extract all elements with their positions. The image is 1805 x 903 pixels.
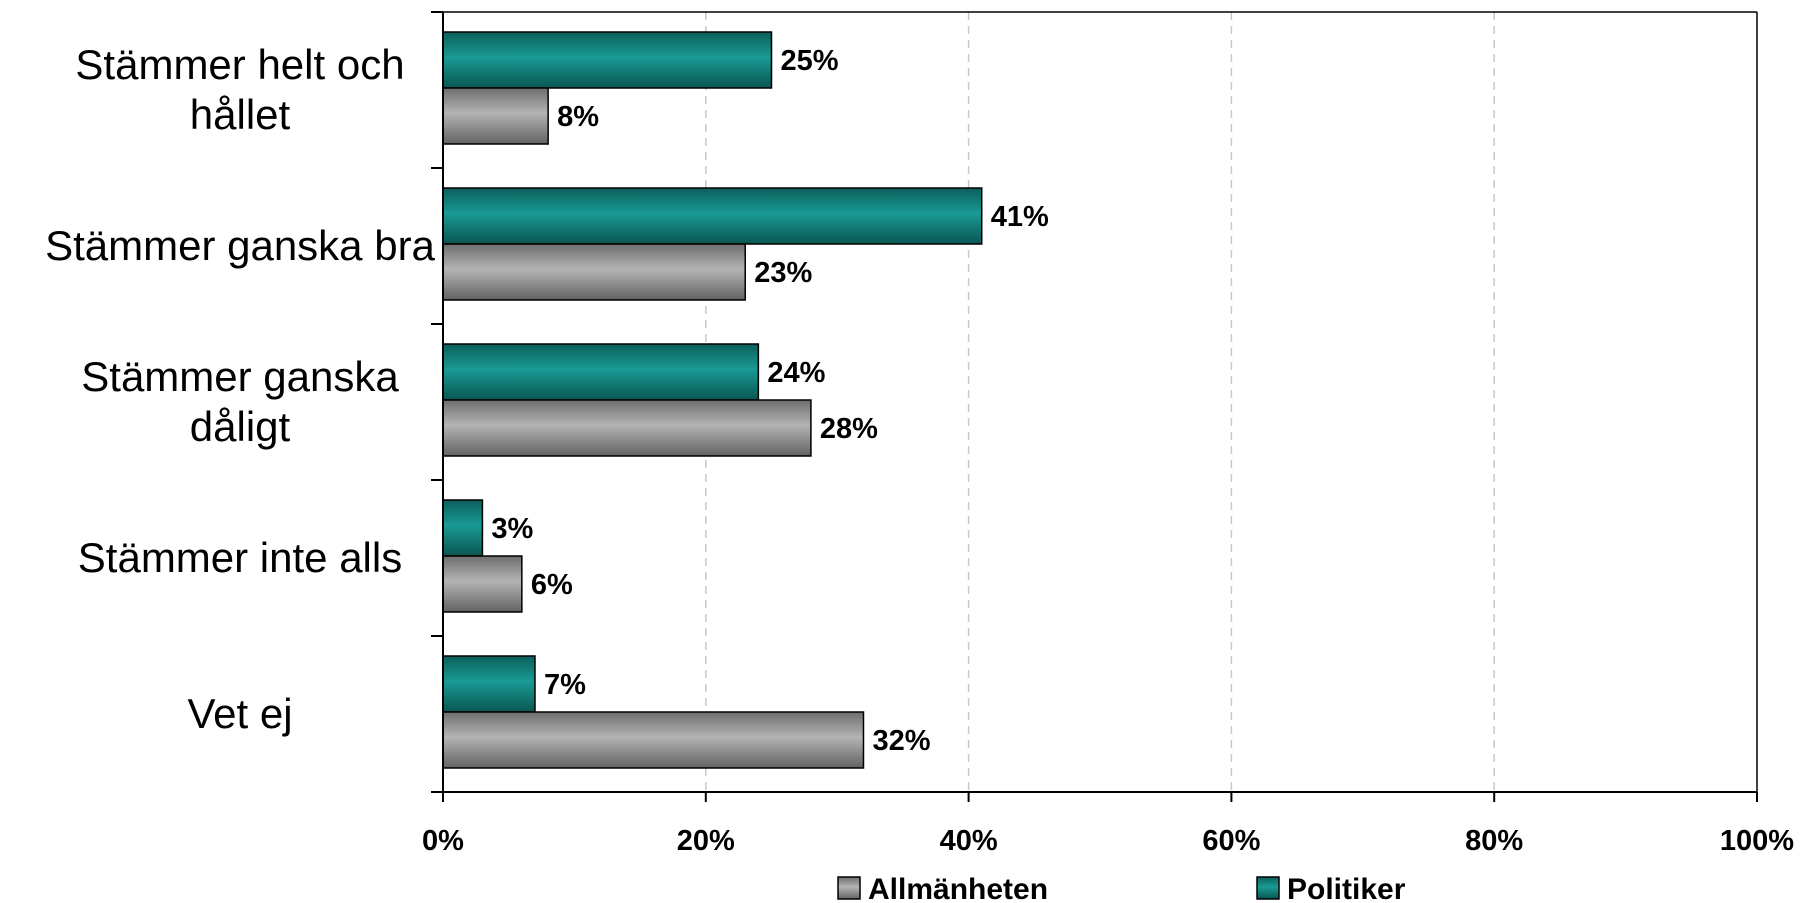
data-label: 28% bbox=[820, 413, 878, 445]
data-label: 41% bbox=[991, 201, 1049, 233]
category-label: Stämmer ganska bbox=[81, 353, 399, 400]
bar-politiker bbox=[442, 499, 484, 557]
data-label: 24% bbox=[767, 357, 825, 389]
bar-allmänheten bbox=[442, 87, 549, 145]
axes bbox=[431, 11, 1758, 802]
gridlines bbox=[705, 12, 1495, 792]
bar-politiker bbox=[442, 31, 773, 89]
bar-allmänheten bbox=[442, 399, 812, 457]
bar-allmänheten bbox=[442, 711, 865, 769]
x-tick-label: 60% bbox=[1202, 825, 1260, 857]
legend-swatch-allmänheten bbox=[837, 876, 861, 900]
data-label: 32% bbox=[872, 725, 930, 757]
bar-politiker bbox=[442, 343, 760, 401]
x-tick-label: 0% bbox=[422, 825, 464, 857]
bar-allmänheten bbox=[442, 555, 523, 613]
x-tick-label: 80% bbox=[1465, 825, 1523, 857]
category-label: Stämmer helt och bbox=[75, 41, 404, 88]
labels: 0% 20% 40% 60% 80% 100% Stämmer helt ochhållet… bbox=[45, 41, 1794, 857]
category-label: hållet bbox=[190, 91, 291, 138]
data-label: 7% bbox=[544, 669, 586, 701]
x-tick-label: 20% bbox=[677, 825, 735, 857]
category-label: dåligt bbox=[190, 403, 291, 450]
legend-swatch-politiker bbox=[1256, 876, 1280, 900]
data-label: 8% bbox=[557, 101, 599, 133]
legend-label: Allmänheten bbox=[868, 873, 1048, 903]
data-label: 23% bbox=[754, 257, 812, 289]
data-label: 6% bbox=[531, 569, 573, 601]
bar-politiker bbox=[442, 187, 983, 245]
legend: Allmänheten Politiker bbox=[837, 873, 1406, 903]
data-label: 25% bbox=[781, 45, 839, 77]
legend-label: Politiker bbox=[1287, 873, 1406, 903]
category-label: Stämmer inte alls bbox=[78, 534, 402, 581]
bars bbox=[442, 31, 983, 769]
x-tick-label: 100% bbox=[1720, 825, 1794, 857]
bar-politiker bbox=[442, 655, 536, 713]
bar-allmänheten bbox=[442, 243, 746, 301]
category-label: Vet ej bbox=[187, 690, 292, 737]
data-label: 3% bbox=[491, 513, 533, 545]
x-tick-label: 40% bbox=[940, 825, 998, 857]
category-label: Stämmer ganska bra bbox=[45, 222, 435, 269]
